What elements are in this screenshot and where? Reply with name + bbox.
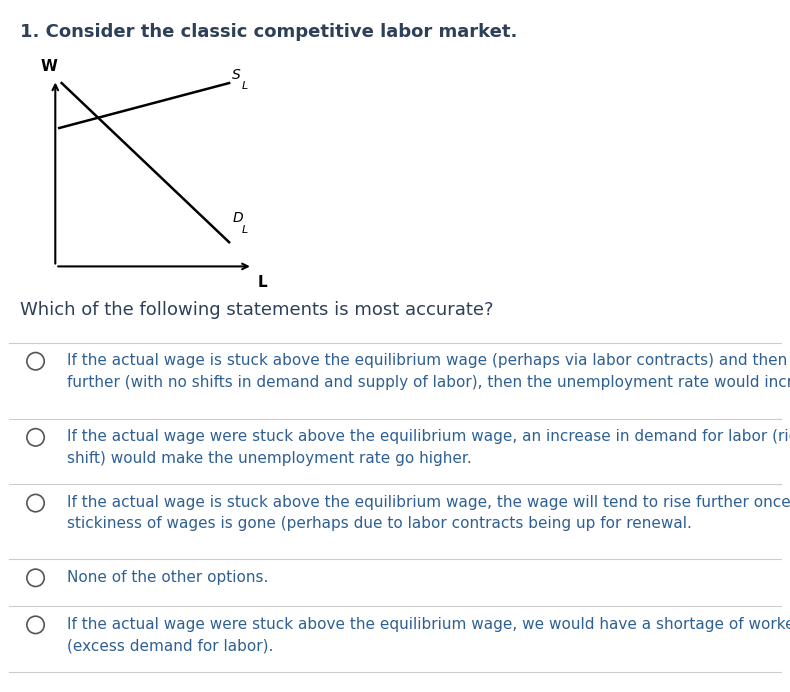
Text: 1. Consider the classic competitive labor market.: 1. Consider the classic competitive labo… (20, 23, 517, 41)
Text: L: L (242, 82, 248, 91)
Text: If the actual wage were stuck above the equilibrium wage, we would have a shorta: If the actual wage were stuck above the … (67, 617, 790, 653)
Ellipse shape (27, 494, 44, 512)
Text: W: W (40, 59, 58, 74)
Ellipse shape (27, 428, 44, 446)
Text: Which of the following statements is most accurate?: Which of the following statements is mos… (20, 301, 493, 319)
Ellipse shape (27, 569, 44, 587)
Text: If the actual wage is stuck above the equilibrium wage, the wage will tend to ri: If the actual wage is stuck above the eq… (67, 495, 790, 531)
Text: D: D (232, 211, 243, 225)
Text: None of the other options.: None of the other options. (67, 570, 269, 585)
Text: If the actual wage is stuck above the equilibrium wage (perhaps via labor contra: If the actual wage is stuck above the eq… (67, 353, 790, 390)
Text: L: L (258, 275, 267, 290)
Text: L: L (242, 226, 248, 235)
Ellipse shape (27, 616, 44, 634)
Text: If the actual wage were stuck above the equilibrium wage, an increase in demand : If the actual wage were stuck above the … (67, 429, 790, 466)
Text: S: S (232, 68, 241, 82)
Ellipse shape (27, 352, 44, 370)
